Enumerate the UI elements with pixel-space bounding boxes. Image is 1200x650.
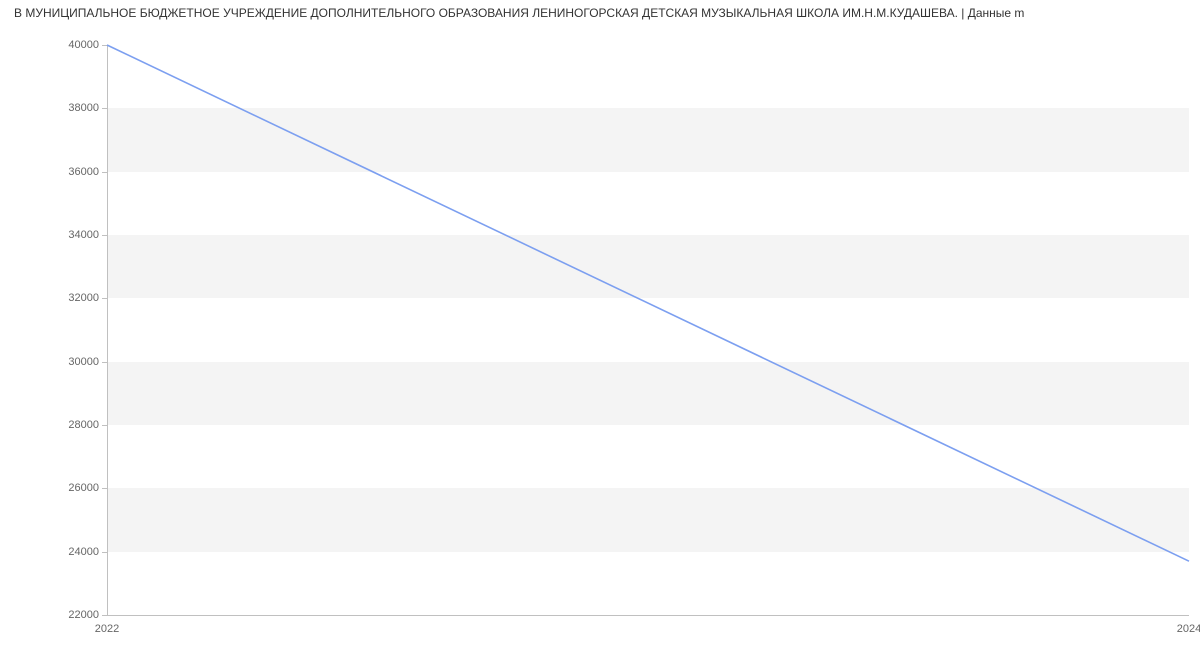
- y-tick-label: 32000: [68, 292, 99, 304]
- y-tick-label: 28000: [68, 419, 99, 431]
- data-line: [107, 45, 1189, 561]
- y-tick-label: 38000: [68, 102, 99, 114]
- y-tick-label: 26000: [68, 482, 99, 494]
- y-tick-label: 24000: [68, 546, 99, 558]
- y-tick-label: 34000: [68, 229, 99, 241]
- chart-title: В МУНИЦИПАЛЬНОЕ БЮДЖЕТНОЕ УЧРЕЖДЕНИЕ ДОП…: [0, 6, 1200, 20]
- x-tick-label: 2022: [95, 623, 119, 635]
- chart-plot-area: 2200024000260002800030000320003400036000…: [107, 45, 1189, 615]
- y-tick-label: 40000: [68, 39, 99, 51]
- x-tick-label: 2024: [1177, 623, 1200, 635]
- y-tick-mark: [102, 615, 107, 616]
- y-tick-label: 30000: [68, 356, 99, 368]
- line-series-layer: [107, 45, 1189, 615]
- y-tick-label: 22000: [68, 609, 99, 621]
- y-tick-label: 36000: [68, 166, 99, 178]
- x-axis-line: [107, 615, 1189, 616]
